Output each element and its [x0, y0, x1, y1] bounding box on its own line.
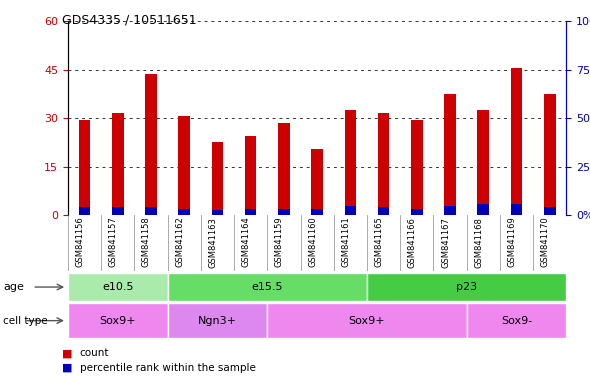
Bar — [112, 207, 123, 215]
Text: GSM841166: GSM841166 — [408, 217, 417, 268]
Bar — [367, 273, 566, 301]
Text: GSM841159: GSM841159 — [275, 217, 284, 267]
Bar — [544, 94, 556, 215]
Text: percentile rank within the sample: percentile rank within the sample — [80, 363, 255, 373]
Text: GSM841158: GSM841158 — [142, 217, 151, 268]
Text: GSM841170: GSM841170 — [541, 217, 550, 268]
Text: GSM841165: GSM841165 — [375, 217, 384, 268]
Text: Sox9+: Sox9+ — [99, 316, 136, 326]
Bar — [168, 303, 267, 338]
Bar — [511, 204, 522, 215]
Text: ■: ■ — [62, 363, 73, 373]
Text: GSM841168: GSM841168 — [474, 217, 483, 268]
Bar — [178, 116, 190, 215]
Bar — [411, 209, 422, 215]
Bar — [444, 206, 456, 215]
Text: GSM841169: GSM841169 — [507, 217, 517, 268]
Bar — [267, 303, 467, 338]
Bar — [78, 120, 90, 215]
Text: GSM841164: GSM841164 — [242, 217, 251, 268]
Text: GSM841156: GSM841156 — [76, 217, 84, 268]
Bar — [544, 207, 556, 215]
Bar — [378, 207, 389, 215]
Bar — [345, 110, 356, 215]
Text: count: count — [80, 348, 109, 358]
Bar — [78, 207, 90, 215]
Bar — [477, 204, 489, 215]
Text: cell type: cell type — [3, 316, 48, 326]
Bar — [511, 68, 522, 215]
Bar — [245, 136, 257, 215]
Text: Ngn3+: Ngn3+ — [198, 316, 237, 326]
Text: p23: p23 — [456, 282, 477, 292]
Text: Sox9-: Sox9- — [501, 316, 532, 326]
Text: GSM841161: GSM841161 — [342, 217, 350, 268]
Text: e10.5: e10.5 — [102, 282, 133, 292]
Text: GSM841160: GSM841160 — [308, 217, 317, 268]
Bar — [212, 210, 223, 215]
Bar — [168, 273, 367, 301]
Text: GSM841167: GSM841167 — [441, 217, 450, 268]
Bar — [68, 303, 168, 338]
Bar — [245, 209, 257, 215]
Text: age: age — [3, 282, 24, 292]
Bar — [312, 149, 323, 215]
Text: GDS4335 / 10511651: GDS4335 / 10511651 — [62, 13, 196, 26]
Bar — [212, 142, 223, 215]
Bar — [178, 209, 190, 215]
Bar — [278, 123, 290, 215]
Text: GSM841162: GSM841162 — [175, 217, 184, 268]
Bar — [378, 113, 389, 215]
Bar — [477, 110, 489, 215]
Bar — [145, 74, 157, 215]
Bar — [112, 113, 123, 215]
Bar — [411, 120, 422, 215]
Bar — [145, 207, 157, 215]
Bar — [312, 209, 323, 215]
Text: GSM841157: GSM841157 — [109, 217, 117, 268]
Bar — [345, 206, 356, 215]
Text: e15.5: e15.5 — [251, 282, 283, 292]
Text: ■: ■ — [62, 348, 73, 358]
Bar — [68, 273, 168, 301]
Bar — [278, 209, 290, 215]
Bar — [467, 303, 566, 338]
Text: Sox9+: Sox9+ — [349, 316, 385, 326]
Text: GSM841163: GSM841163 — [208, 217, 217, 268]
Bar — [444, 94, 456, 215]
